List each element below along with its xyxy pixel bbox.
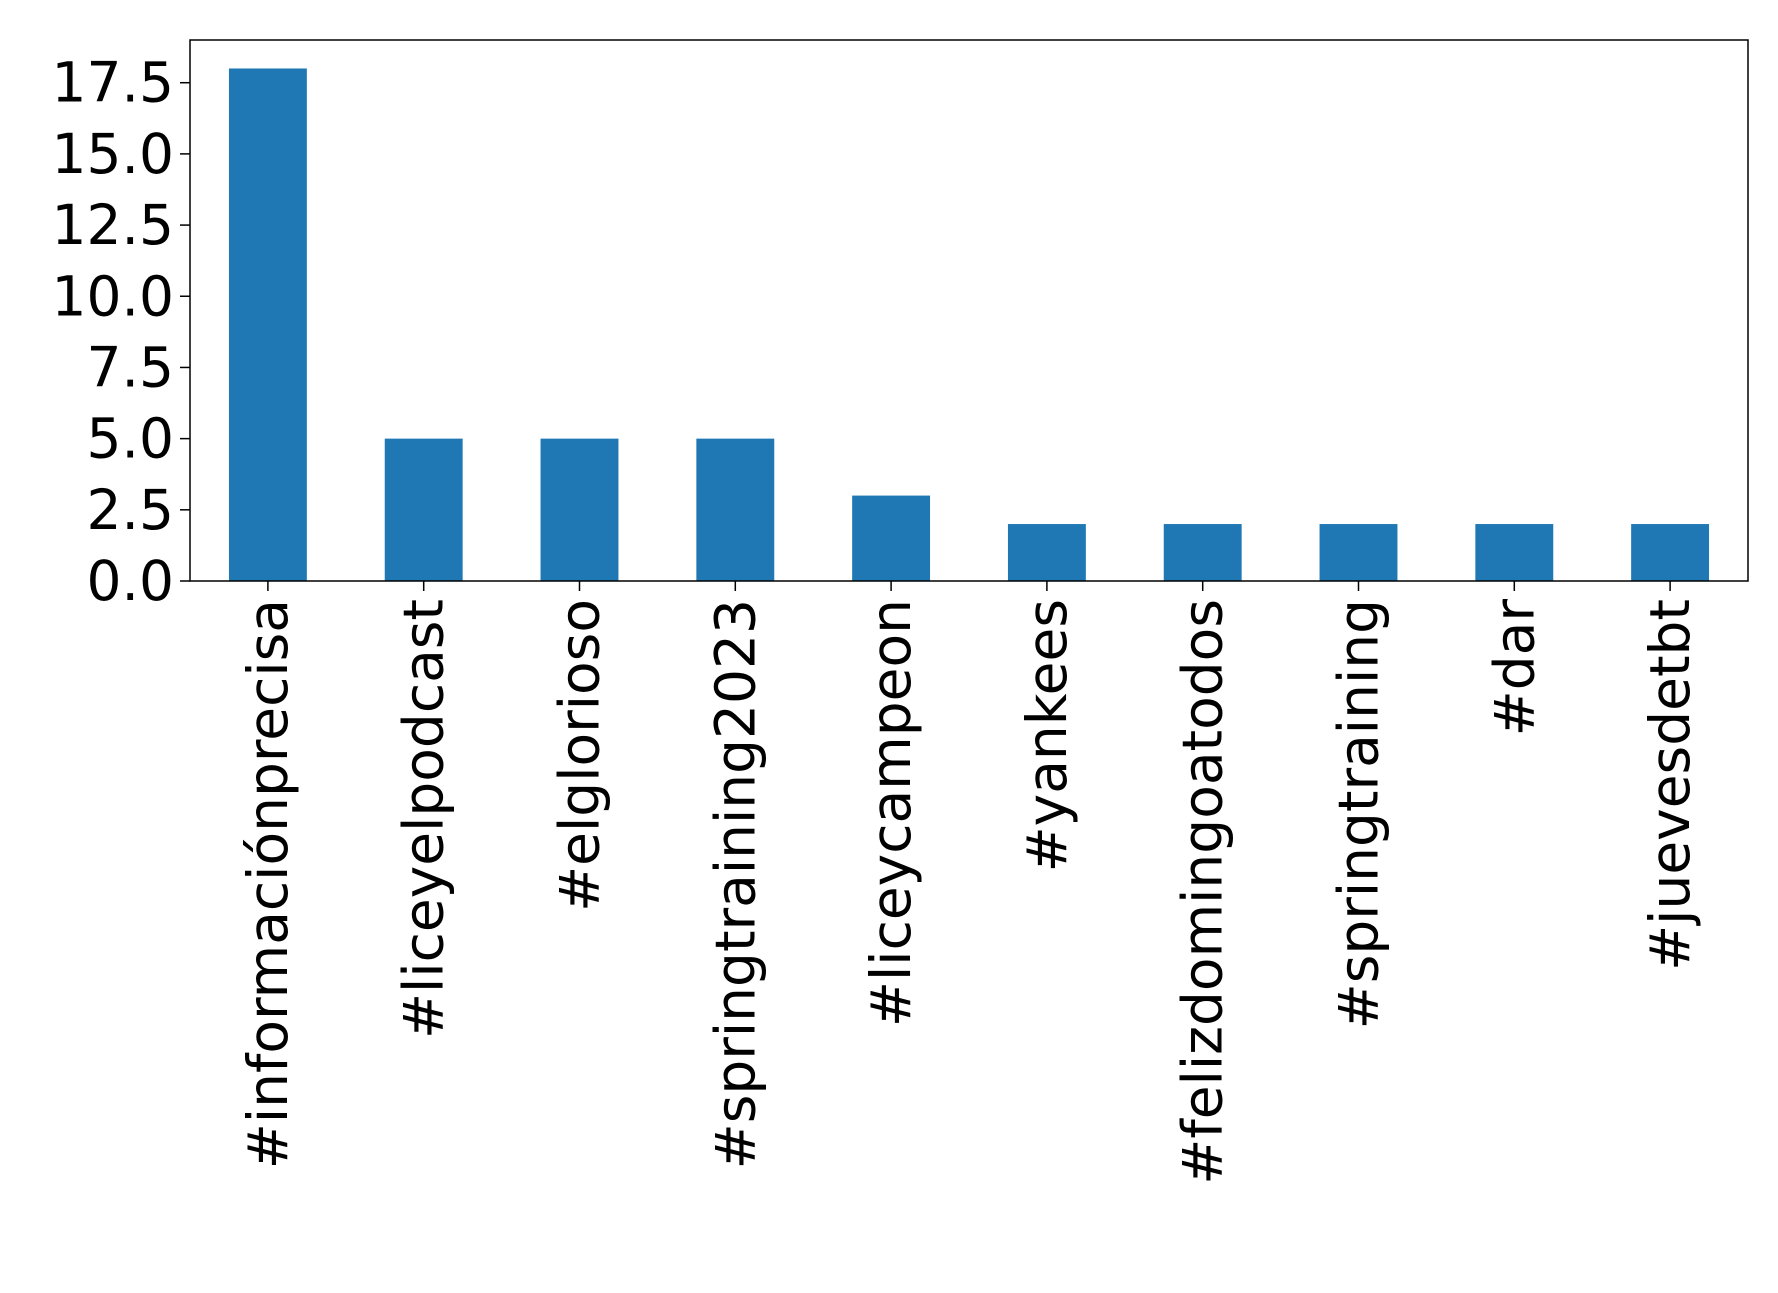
x-tick-label: #liceyelpodcast <box>392 599 456 1039</box>
x-tick-label: #elglorioso <box>548 599 612 912</box>
y-tick-label: 7.5 <box>87 335 174 399</box>
x-tick-label: #informaciónprecisa <box>236 599 300 1169</box>
bar <box>1475 524 1554 581</box>
x-tick-label: #liceycampeon <box>859 599 923 1027</box>
x-tick-label: #felizdomingoatodos <box>1171 599 1235 1185</box>
y-tick-label: 10.0 <box>52 264 174 328</box>
x-tick-label: #juevesdetbt <box>1638 599 1702 971</box>
bar <box>1163 524 1242 581</box>
y-tick-label: 2.5 <box>87 478 174 542</box>
x-tick-label: #springtraining2023 <box>703 599 767 1169</box>
bar <box>696 438 775 581</box>
x-tick-label: #dar <box>1482 599 1546 737</box>
bar <box>1007 524 1086 581</box>
y-tick-label: 17.5 <box>52 51 174 115</box>
bar <box>1319 524 1398 581</box>
axes-frame <box>189 39 1749 582</box>
y-tick-label: 0.0 <box>87 549 174 613</box>
y-tick-label: 12.5 <box>52 193 174 257</box>
bar <box>540 438 619 581</box>
bar <box>228 68 307 581</box>
y-tick-label: 5.0 <box>87 407 174 471</box>
bar <box>852 495 931 581</box>
bar <box>1631 524 1710 581</box>
x-tick-label: #springtraining <box>1327 599 1391 1029</box>
x-tick-label: #yankees <box>1015 599 1079 872</box>
bar <box>384 438 463 581</box>
y-tick-label: 15.0 <box>52 122 174 186</box>
